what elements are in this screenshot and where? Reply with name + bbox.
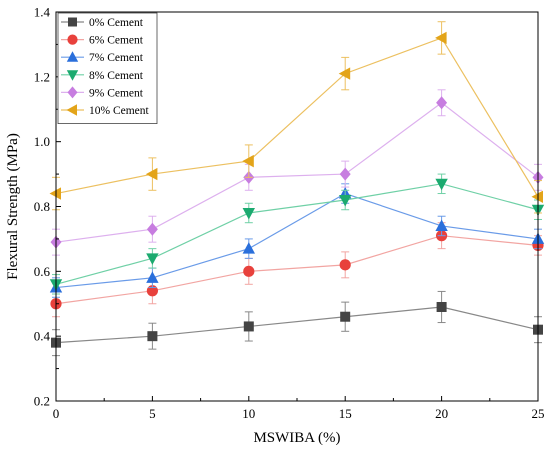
y-tick-label: 1.2: [34, 69, 50, 84]
10pct-cement-point: [435, 31, 447, 45]
legend-marker: [66, 51, 79, 62]
y-tick-label: 1.0: [34, 134, 50, 149]
legend-label: 8% Cement: [89, 70, 144, 82]
legend-item-9pct-cement: 9% Cement: [61, 86, 144, 99]
8pct-cement-line: [55, 183, 539, 285]
0pct-cement-line: [55, 306, 539, 344]
10pct-cement-point: [49, 187, 61, 200]
9pct-cement-point: [436, 96, 448, 110]
x-tick-label: 10: [242, 406, 255, 421]
legend-marker: [66, 70, 79, 81]
y-tick-label: 0.6: [34, 264, 51, 279]
legend-label: 0% Cement: [89, 17, 144, 29]
legend-item-0pct-cement: 0% Cement: [61, 17, 144, 29]
7pct-cement-line: [55, 192, 539, 289]
axes-layer: 0 5 10 15 20 25 0.2 0.4 0.6 0.8 1.0 1.2 1.4: [34, 5, 545, 422]
legend-label: 7% Cement: [89, 52, 144, 64]
0pct-cement-point: [436, 301, 447, 312]
legend-item-10pct-cement: 10% Cement: [61, 104, 150, 117]
7pct-cement-point: [435, 219, 448, 231]
x-tick-label: 0: [53, 406, 60, 421]
10pct-cement-point: [145, 167, 158, 181]
10pct-cement-line: [55, 37, 539, 198]
6pct-cement-line: [55, 235, 539, 305]
legend-label: 9% Cement: [89, 87, 144, 99]
10pct-cement-point: [242, 154, 254, 168]
8pct-cement-point: [146, 253, 159, 265]
x-tick-label: 25: [532, 406, 545, 421]
x-axis-title: MSWIBA (%): [253, 430, 340, 446]
0pct-cement-point: [147, 331, 158, 342]
y-axis-title: Flexural Strength (MPa): [5, 133, 21, 280]
6pct-cement-point: [243, 265, 255, 277]
9pct-cement-point: [146, 222, 158, 236]
y-tick-label: 0.2: [34, 394, 50, 409]
0pct-cement-point: [243, 321, 254, 332]
9pct-cement-point: [339, 167, 351, 181]
legend-item-7pct-cement: 7% Cement: [61, 51, 144, 64]
legend-marker: [66, 104, 77, 116]
legend-item-6pct-cement: 6% Cement: [61, 34, 144, 47]
legend-marker: [67, 34, 78, 45]
6pct-cement-point: [339, 259, 351, 271]
y-tick-label: 0.4: [34, 329, 51, 344]
legend: 0% Cement 6% Cement 7% Cement 8% Cement 9% C…: [57, 12, 158, 124]
legend-label: 6% Cement: [89, 35, 144, 47]
x-tick-label: 5: [149, 406, 156, 421]
10pct-cement-point: [338, 67, 351, 80]
8pct-cement-point: [339, 195, 352, 207]
legend-box: [57, 12, 158, 124]
legend-marker: [68, 17, 77, 27]
7pct-cement-point: [242, 242, 255, 254]
series-0pct-cement: [51, 290, 543, 357]
series-10pct-cement: [49, 21, 543, 214]
8pct-cement-point: [242, 207, 255, 220]
x-tick-label: 15: [339, 406, 352, 421]
series-7pct-cement: [49, 183, 545, 298]
7pct-cement-point: [146, 271, 159, 283]
series-8pct-cement: [49, 173, 545, 295]
legend-marker: [67, 86, 78, 99]
0pct-cement-point: [340, 311, 351, 322]
y-tick-label: 1.4: [34, 5, 51, 20]
8pct-cement-point: [435, 178, 448, 191]
legend-label: 10% Cement: [89, 105, 150, 117]
9pct-cement-line: [55, 102, 539, 243]
y-tick-label: 0.8: [34, 199, 50, 214]
legend-item-8pct-cement: 8% Cement: [61, 70, 144, 82]
10pct-cement-point: [531, 190, 543, 203]
x-tick-label: 20: [435, 406, 448, 421]
series-6pct-cement: [50, 222, 544, 318]
